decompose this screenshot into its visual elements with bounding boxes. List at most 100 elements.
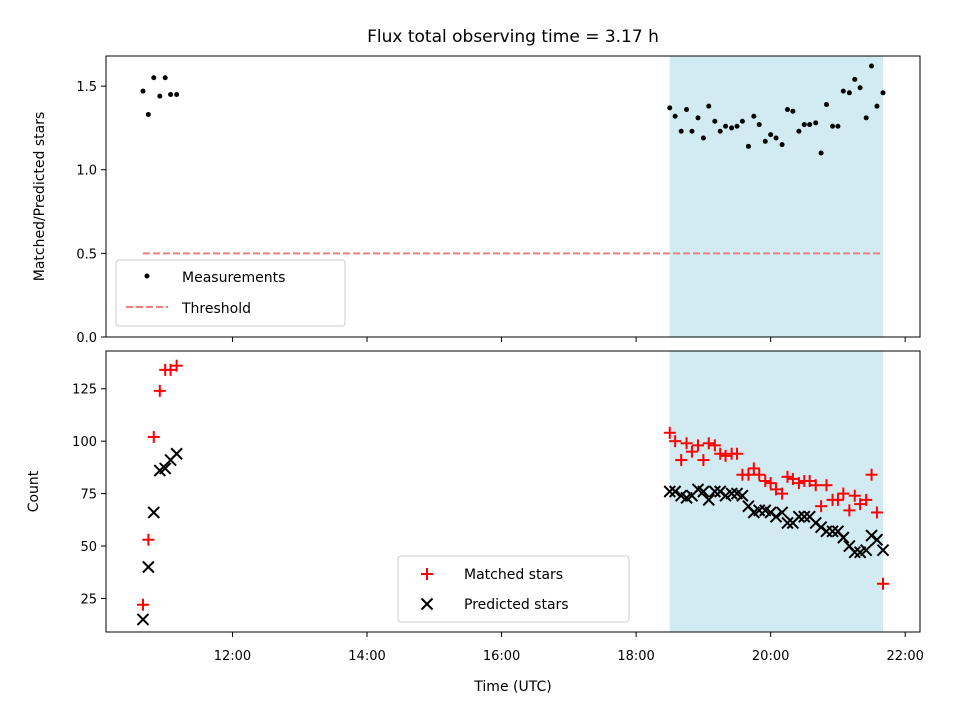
predicted-star-point bbox=[859, 544, 873, 557]
measurement-point bbox=[140, 88, 146, 94]
x-marker-b bbox=[158, 462, 172, 475]
measurement-point bbox=[689, 128, 695, 134]
measurement-point bbox=[151, 75, 157, 81]
x-tick-label: 18:00 bbox=[617, 649, 654, 664]
measurement-point bbox=[751, 113, 757, 119]
x-tick-label: 12:00 bbox=[214, 649, 251, 664]
measurement-point bbox=[695, 115, 701, 121]
ratio-x-ticks bbox=[231, 337, 906, 342]
measurement-point bbox=[773, 135, 779, 141]
matched-star-point bbox=[803, 475, 816, 488]
predicted-star-point bbox=[170, 447, 183, 460]
legend-x-marker bbox=[420, 597, 434, 611]
matched-star-point bbox=[680, 437, 693, 450]
matched-star-point bbox=[147, 430, 160, 443]
measurement-point bbox=[684, 107, 690, 113]
y-tick-label: 25 bbox=[80, 592, 97, 607]
legend-predicted-label: Predicted stars bbox=[464, 597, 569, 613]
x-marker-b bbox=[792, 510, 806, 523]
matched-star-point bbox=[702, 437, 715, 450]
x-marker-b bbox=[742, 499, 755, 513]
measurement-point bbox=[852, 76, 858, 82]
count-y-axis-label: Count bbox=[26, 470, 42, 512]
x-marker-b bbox=[848, 546, 861, 559]
predicted-star-point bbox=[798, 510, 811, 523]
matched-stars-points bbox=[137, 359, 889, 611]
measurement-point bbox=[880, 90, 886, 96]
x-marker-b bbox=[697, 485, 710, 498]
x-marker-b bbox=[781, 516, 794, 530]
predicted-star-point bbox=[663, 485, 676, 498]
matched-star-point bbox=[877, 577, 889, 590]
matched-star-point bbox=[719, 449, 732, 462]
predicted-star-point bbox=[142, 560, 155, 574]
x-marker-b bbox=[831, 525, 845, 538]
measurement-point bbox=[739, 118, 745, 124]
matched-star-point bbox=[669, 435, 682, 448]
measurement-point bbox=[762, 138, 768, 144]
measurement-point bbox=[157, 93, 163, 99]
matched-star-point bbox=[776, 487, 789, 500]
x-marker-b bbox=[142, 560, 155, 574]
x-marker-b bbox=[691, 483, 705, 496]
count-legend: Matched stars Predicted stars bbox=[397, 555, 630, 623]
matched-star-point bbox=[764, 477, 777, 490]
matched-star-point bbox=[843, 504, 856, 517]
predicted-star-point bbox=[826, 525, 839, 538]
x-marker-b bbox=[674, 489, 688, 502]
x-tick-label: 20:00 bbox=[752, 649, 789, 664]
measurement-point bbox=[756, 122, 762, 128]
x-marker-b bbox=[736, 489, 749, 502]
matched-star-point bbox=[663, 426, 676, 439]
legend-measurements-label: Measurements bbox=[182, 270, 285, 286]
predicted-star-point bbox=[775, 506, 789, 519]
x-marker-b bbox=[136, 613, 150, 626]
x-axis-label: Time (UTC) bbox=[473, 679, 551, 695]
matched-star-point bbox=[860, 493, 873, 506]
matched-star-point bbox=[714, 447, 727, 460]
matched-star-point bbox=[820, 479, 833, 492]
legend-matched-marker bbox=[421, 568, 433, 580]
matched-star-point bbox=[153, 384, 166, 397]
measurement-point bbox=[168, 91, 174, 97]
measurement-point bbox=[874, 103, 880, 109]
predicted-star-point bbox=[736, 489, 749, 502]
x-tick-label: 14:00 bbox=[348, 649, 385, 664]
y-tick-label: 0.0 bbox=[76, 331, 97, 346]
predicted-star-point bbox=[702, 493, 715, 507]
predicted-star-point bbox=[870, 533, 884, 546]
predicted-star-point bbox=[781, 516, 794, 530]
measurement-point bbox=[712, 118, 718, 124]
predicted-star-point bbox=[837, 531, 850, 544]
x-marker-b bbox=[843, 539, 856, 553]
measurement-point bbox=[706, 103, 712, 109]
legend-matched-label: Matched stars bbox=[464, 567, 563, 583]
x-marker-b bbox=[708, 485, 722, 498]
measurement-point bbox=[790, 108, 796, 114]
matched-star-point bbox=[781, 470, 794, 483]
measurement-point bbox=[835, 123, 841, 129]
measurement-point bbox=[857, 85, 863, 91]
predicted-star-point bbox=[876, 544, 890, 557]
measurement-point bbox=[823, 102, 829, 108]
measurement-point bbox=[818, 150, 824, 156]
matched-star-point bbox=[731, 447, 744, 460]
x-marker-b bbox=[663, 485, 676, 498]
x-marker-b bbox=[859, 544, 873, 557]
matched-star-point bbox=[809, 479, 822, 492]
matched-star-point bbox=[142, 533, 155, 546]
x-marker-b bbox=[769, 510, 783, 523]
matched-star-point bbox=[848, 489, 861, 502]
y-tick-label: 1.0 bbox=[76, 164, 97, 179]
measurement-point bbox=[734, 123, 740, 129]
x-marker-b bbox=[798, 510, 811, 523]
x-marker-b bbox=[775, 506, 789, 519]
predicted-star-point bbox=[668, 485, 682, 498]
measurement-point bbox=[174, 91, 180, 97]
matched-star-point bbox=[708, 439, 721, 452]
x-marker-b bbox=[420, 597, 434, 611]
count-panel-frame bbox=[105, 350, 921, 633]
matched-star-point bbox=[697, 454, 710, 467]
measurement-point bbox=[840, 88, 846, 94]
matched-star-point bbox=[137, 598, 149, 611]
